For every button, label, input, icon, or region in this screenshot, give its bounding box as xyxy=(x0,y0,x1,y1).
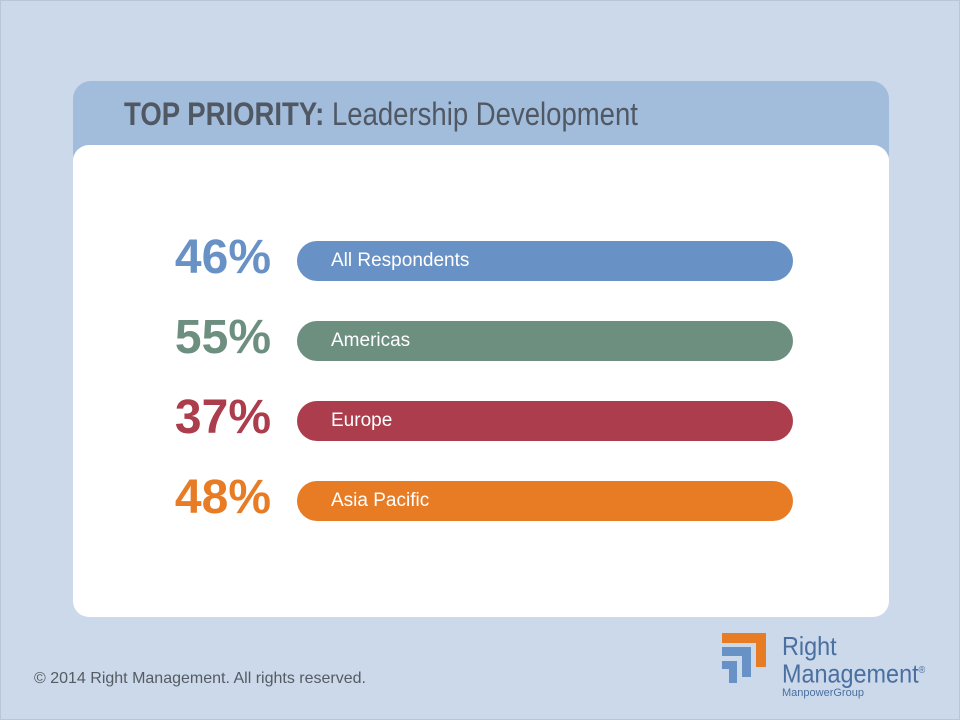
value-label: 37% xyxy=(174,391,271,444)
chart-title: TOP PRIORITY: Leadership Development xyxy=(124,96,638,133)
category-label: Europe xyxy=(331,410,393,431)
chart-card xyxy=(73,145,889,617)
logo-text-management: Management® xyxy=(782,658,925,687)
bar: Asia Pacific xyxy=(297,481,793,521)
title-rest: Leadership Development xyxy=(324,96,638,132)
logo-text-right: Right xyxy=(782,631,837,661)
value-label: 48% xyxy=(174,471,271,524)
logo-text-management-word: Management xyxy=(782,658,919,689)
value-label: 46% xyxy=(174,231,271,284)
copyright-text: © 2014 Right Management. All rights rese… xyxy=(34,670,366,687)
title-bold: TOP PRIORITY: xyxy=(124,96,325,132)
bar: All Respondents xyxy=(297,241,793,281)
value-label: 55% xyxy=(174,311,271,364)
category-label: Americas xyxy=(331,330,411,351)
bar: Europe xyxy=(297,401,793,441)
registered-mark: ® xyxy=(918,665,926,676)
bar: Americas xyxy=(297,321,793,361)
logo-subtext: ManpowerGroup xyxy=(782,687,864,699)
category-label: All Respondents xyxy=(331,250,470,271)
right-management-logo-icon xyxy=(722,633,766,683)
category-label: Asia Pacific xyxy=(331,490,430,511)
